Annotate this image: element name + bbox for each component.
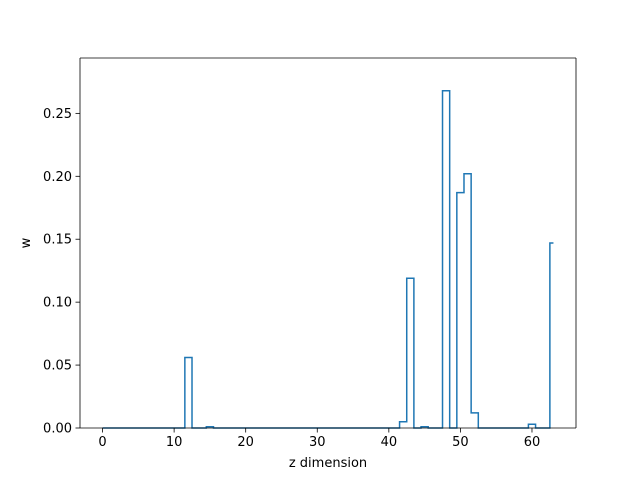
x-axis-label: z dimension: [289, 456, 367, 471]
x-axis-ticks: 0 10 20 30 40 50 60: [98, 428, 540, 450]
y-axis-ticks: 0.00 0.05 0.10 0.15 0.20 0.25: [43, 107, 80, 437]
x-tick-label: 20: [237, 435, 254, 450]
x-tick-label: 30: [309, 435, 326, 450]
x-tick-label: 60: [524, 435, 541, 450]
y-tick-label: 0.00: [43, 422, 72, 437]
y-tick-label: 0.15: [43, 233, 72, 248]
x-tick-label: 40: [381, 435, 398, 450]
axes-spines: [79, 57, 577, 429]
y-tick-label: 0.05: [43, 359, 72, 374]
y-tick-label: 0.10: [43, 296, 72, 311]
axes-background: [80, 58, 576, 428]
plot-area: 0 10 20 30 40 50 60 0.00 0.05 0.10 0.15 0.20 0.25: [43, 57, 577, 450]
y-tick-label: 0.25: [43, 107, 72, 122]
y-axis-label: w: [19, 237, 34, 248]
x-tick-label: 0: [98, 435, 106, 450]
x-tick-label: 10: [166, 435, 183, 450]
y-tick-label: 0.20: [43, 170, 72, 185]
x-tick-label: 50: [452, 435, 469, 450]
